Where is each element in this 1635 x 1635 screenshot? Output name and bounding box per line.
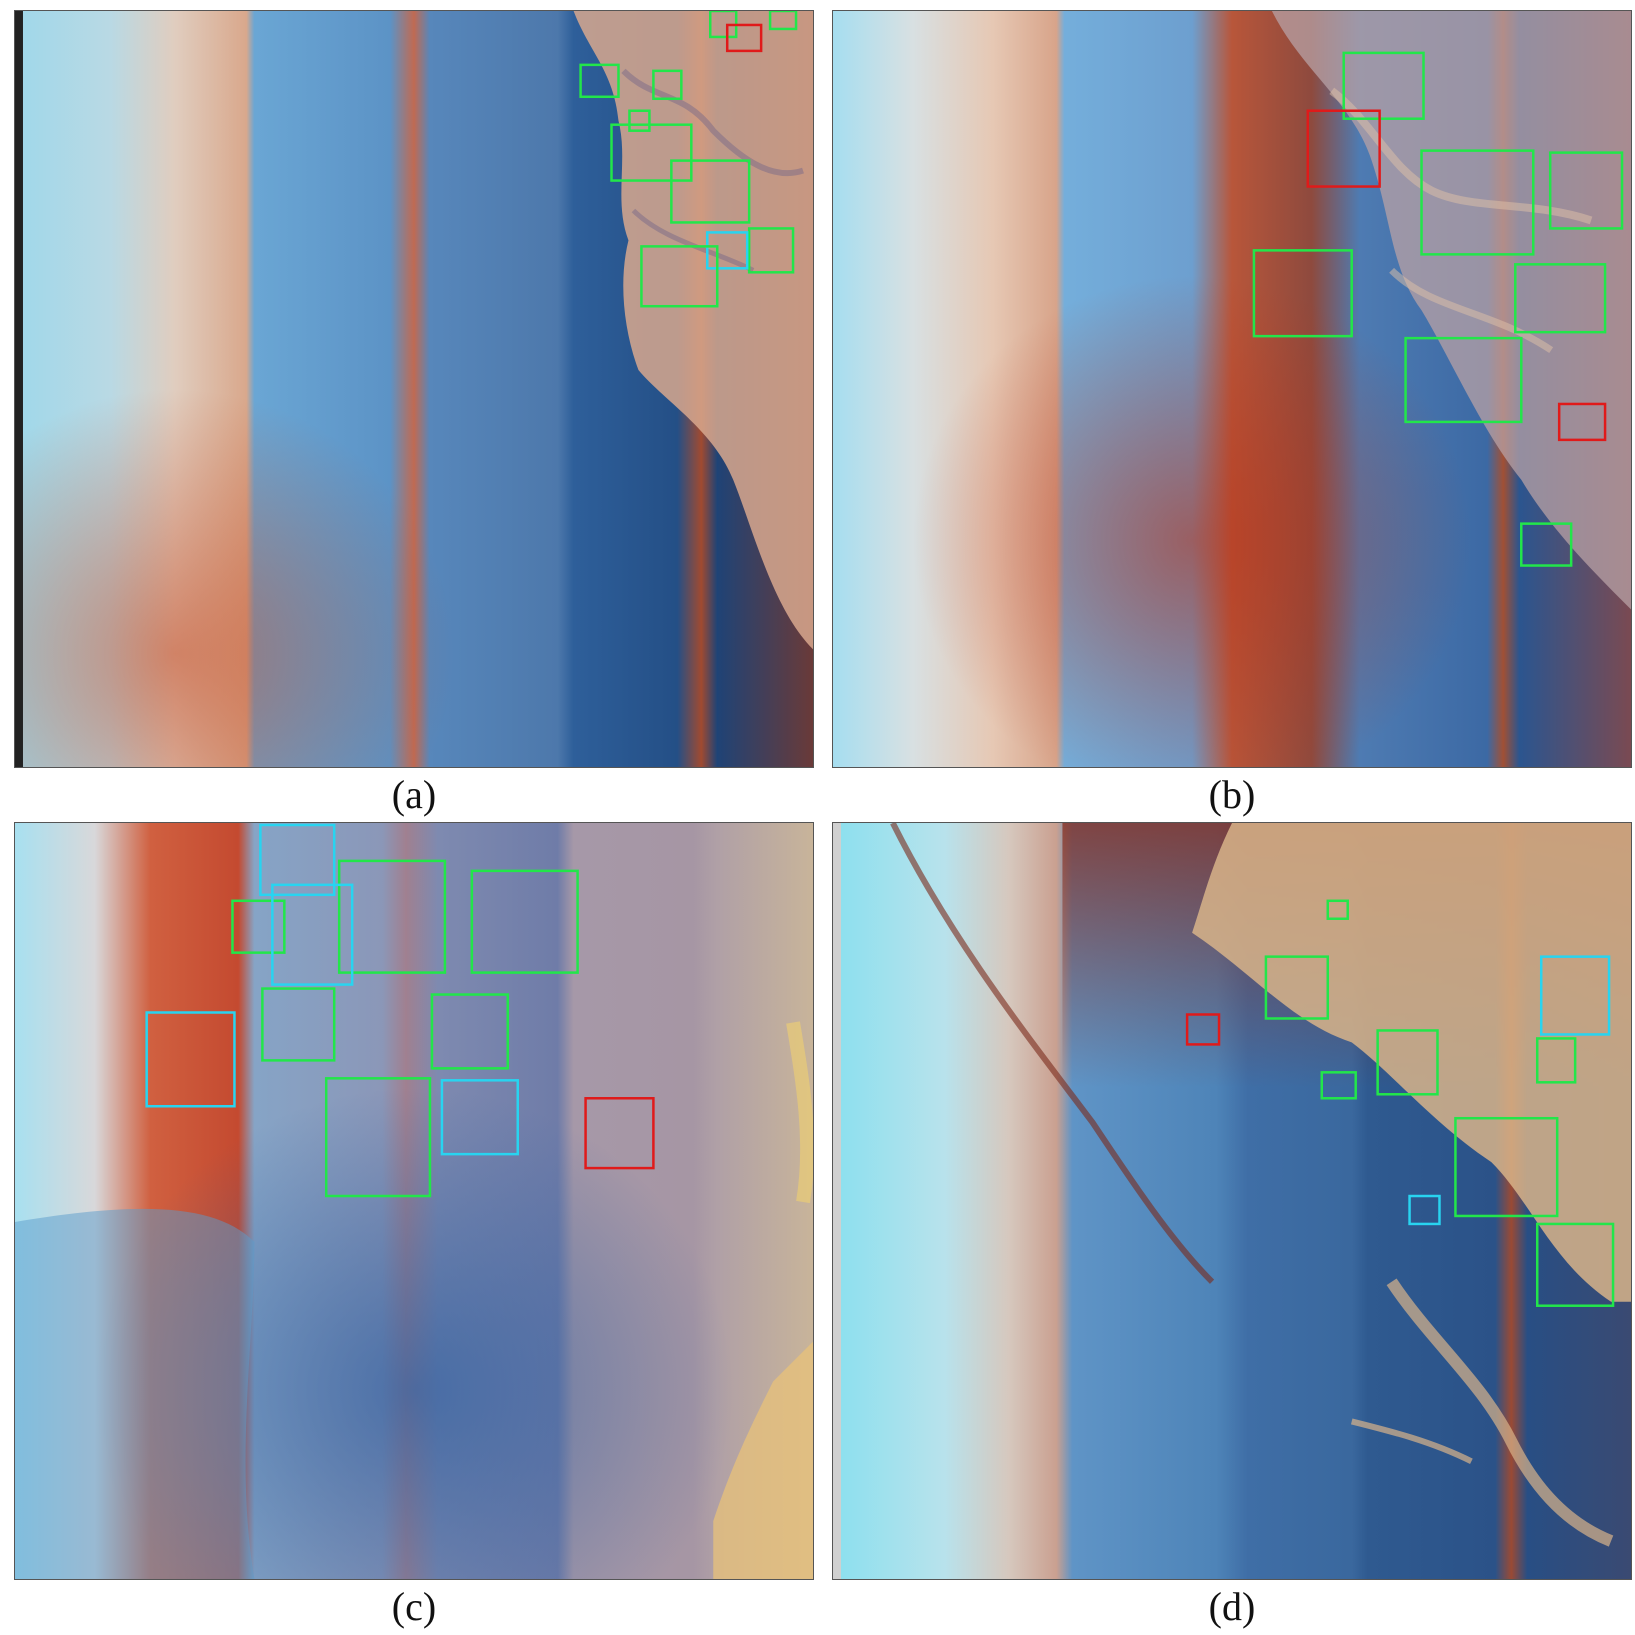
satellite-panel-c	[14, 822, 814, 1580]
satellite-panel-d	[832, 822, 1632, 1580]
eddy-boxes-d	[1185, 899, 1615, 1307]
sar-image-d	[833, 823, 1631, 1579]
satellite-panel-b	[832, 10, 1632, 768]
sar-image-a	[15, 11, 813, 767]
eddy-boxes-c	[145, 823, 655, 1198]
sar-image-b	[833, 11, 1631, 767]
sar-image-c	[15, 823, 813, 1579]
caption-d: (d)	[1208, 1584, 1256, 1629]
satellite-panel-a	[14, 10, 814, 768]
eddy-boxes-b	[1252, 51, 1624, 567]
eddy-boxes-a	[579, 11, 798, 308]
caption-a: (a)	[391, 772, 437, 817]
caption-c: (c)	[391, 1584, 437, 1629]
caption-b: (b)	[1208, 772, 1256, 817]
